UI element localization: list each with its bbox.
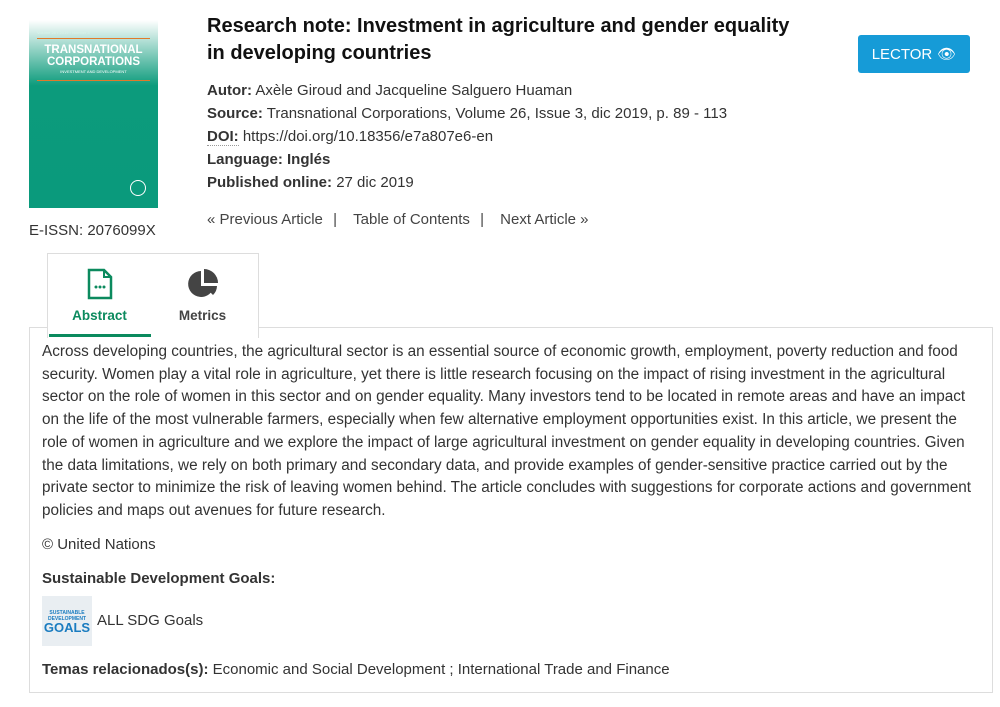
table-of-contents-link[interactable]: Table of Contents [353,211,470,228]
abstract-text: Across developing countries, the agricul… [42,343,972,519]
abstract-panel [29,327,993,693]
related-topics: Temas relacionados(s): Economic and Soci… [42,661,670,678]
article-meta: Autor: Axèle Giroud and Jacqueline Salgu… [207,79,727,194]
tab-abstract[interactable]: Abstract [48,254,151,338]
pie-chart-icon [187,269,218,297]
lector-label: LECTOR [871,45,933,63]
published-date: 27 dic 2019 [336,174,414,191]
eye-icon: 👁 [937,46,957,63]
next-article-link[interactable]: Next Article » [500,211,589,228]
cover-volume: Volume 26 • 2019 • Number 3 [37,30,90,35]
published-label: Published online: [207,174,333,191]
author: Axèle Giroud and Jacqueline Salguero Hua… [255,82,573,99]
language: Inglés [287,151,331,168]
article-nav: « Previous Article | Table of Contents |… [207,211,595,228]
sdg-link[interactable]: ALL SDG Goals [97,612,204,629]
issn: E-ISSN: 2076099X [29,222,156,239]
tab-bar: Abstract Metrics [47,253,259,338]
previous-article-link[interactable]: « Previous Article [207,211,323,228]
cover-title: TRANSNATIONAL CORPORATIONS [44,44,143,68]
article-title: Research note: Investment in agriculture… [207,15,790,64]
lector-button[interactable]: LECTOR 👁 [858,35,970,73]
tab-label: Abstract [72,308,127,323]
un-emblem-icon [130,180,146,196]
copyright: © United Nations [42,536,156,553]
document-icon [87,268,112,300]
source-label: Source: [207,105,263,122]
sdg-heading: Sustainable Development Goals: [42,570,276,587]
journal-cover[interactable]: Volume 26 • 2019 • Number 3 TRANSNATIONA… [29,20,158,208]
related-topics-label: Temas relacionados(s): [42,661,209,678]
tab-metrics[interactable]: Metrics [151,254,254,338]
cover-subtitle: INVESTMENT AND DEVELOPMENT [60,69,127,74]
language-label: Language: [207,151,283,168]
sdg-logo[interactable]: SUSTAINABLE DEVELOPMENT GOALS [42,596,92,646]
divider [37,80,150,81]
divider [37,38,150,39]
doi-label: DOI: [207,128,239,146]
author-label: Autor: [207,82,252,99]
source: Transnational Corporations, Volume 26, I… [266,105,728,122]
separator: | [480,211,484,228]
doi-link[interactable]: https://doi.org/10.18356/e7a807e6-en [242,128,494,145]
related-topics-value[interactable]: Economic and Social Development ; Intern… [212,661,670,678]
separator: | [333,211,337,228]
tab-label: Metrics [178,308,227,323]
